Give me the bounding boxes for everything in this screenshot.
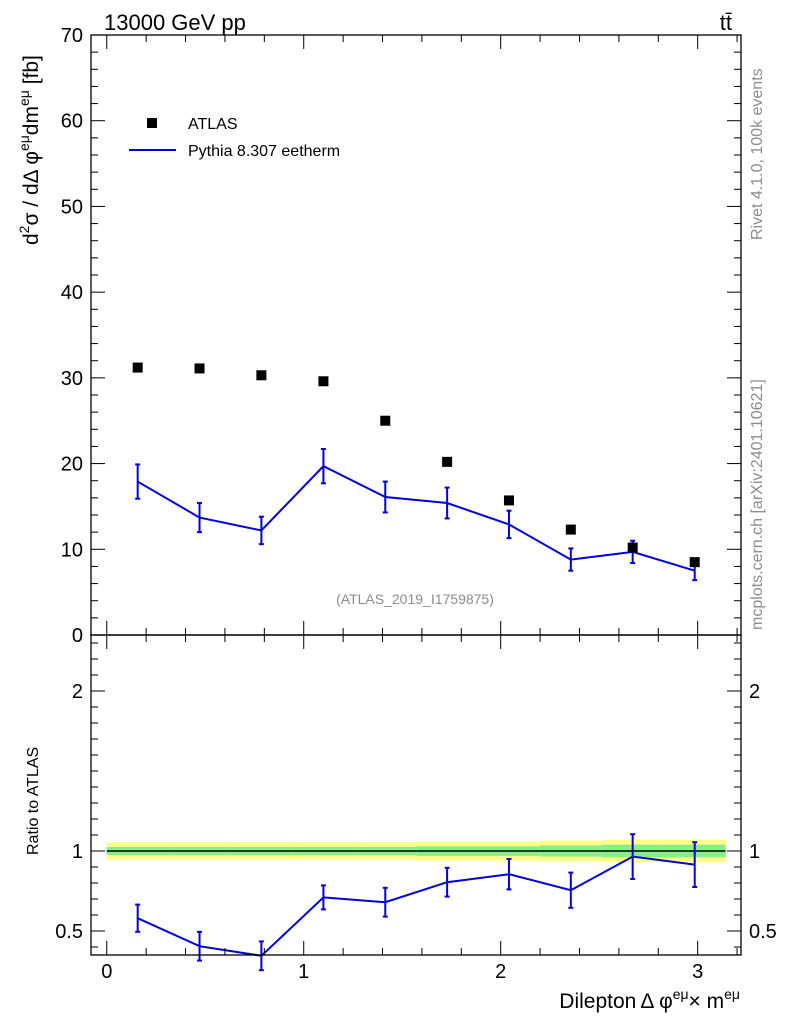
xlabel-sup-b: eμ — [724, 986, 740, 1002]
ratio-ytick-label: 2 — [72, 681, 83, 703]
ratio-x-axis: 0 1 2 3 — [101, 635, 738, 983]
ylabel-sup-eu2: eμ — [16, 90, 32, 106]
main-x-ticks — [106, 35, 738, 635]
atlas-point — [194, 363, 205, 374]
analysis-watermark: (ATLAS_2019_I1759875) — [336, 591, 494, 607]
main-ytick-label: 50 — [61, 196, 83, 218]
main-ytick-label: 10 — [61, 539, 83, 561]
main-ytick-label: 60 — [61, 111, 83, 133]
ratio-ytick-label: 1 — [72, 841, 83, 863]
ratio-ytick-label-right: 1 — [749, 841, 760, 863]
main-ytick-label: 30 — [61, 368, 83, 390]
ylabel-unit: [fb] — [20, 55, 43, 90]
ratio-ytick-label-right: 0.5 — [749, 921, 777, 943]
ratio-panel: 0.5 0.5 1 1 2 2 0 1 2 3 Ratio to ATLAS Dilepton Δ… — [25, 634, 777, 1013]
ylabel-dm: dm — [20, 106, 43, 135]
process-label: tt̄ — [720, 10, 732, 35]
ylabel-sup2: 2 — [16, 225, 32, 233]
ylabel-sup-eu1: eμ — [16, 135, 32, 151]
ratio-xtick-label: 0 — [101, 961, 112, 983]
energy-label: 13000 GeV pp — [104, 10, 246, 35]
atlas-point — [380, 415, 391, 426]
ratio-mc-line — [137, 855, 695, 957]
ratio-ytick-label: 0.5 — [55, 921, 83, 943]
legend-atlas-marker — [147, 118, 157, 128]
atlas-point — [503, 495, 514, 506]
main-y-axis: 0 10 20 30 40 50 60 70 — [61, 25, 741, 647]
ratio-ylabel: Ratio to ATLAS — [25, 747, 42, 855]
ratio-bands — [106, 839, 726, 863]
ratio-xtick-label: 2 — [495, 961, 506, 983]
xlabel-c: × m — [689, 990, 725, 1013]
ratio-xtick-label: 3 — [692, 961, 703, 983]
ratio-ytick-label-right: 2 — [749, 681, 760, 703]
legend-atlas-label: ATLAS — [188, 116, 238, 133]
atlas-point — [318, 376, 329, 387]
main-data-layer — [132, 362, 700, 582]
main-ytick-label: 40 — [61, 282, 83, 304]
rivet-label: Rivet 4.1.0, 100k events — [749, 68, 766, 240]
legend: ATLAS Pythia 8.307 eetherm — [129, 116, 340, 160]
atlas-point — [256, 370, 267, 381]
ratio-y-axis: 0.5 0.5 1 1 2 2 — [55, 642, 777, 948]
ratio-xtick-label: 1 — [298, 961, 309, 983]
x-axis-label: Dilepton Δ φeμ× meμ — [559, 986, 740, 1013]
atlas-point — [132, 362, 143, 373]
xlabel-sup-a: eμ — [673, 986, 689, 1002]
mcplots-label: mcplots.cern.ch [arXiv:2401.10621] — [749, 379, 766, 630]
mc-line — [137, 464, 696, 572]
main-ytick-label: 70 — [61, 25, 83, 47]
main-ytick-label: 0 — [72, 625, 83, 647]
ylabel-mid: σ / dΔ φ — [20, 151, 43, 225]
ylabel-d: d — [20, 233, 43, 245]
ratio-data-layer — [135, 833, 698, 972]
main-ylabel: d2σ / dΔ φeμdmeμ [fb] — [16, 55, 43, 245]
ratio-frame — [90, 634, 742, 956]
xlabel-a: Dilepton — [559, 990, 636, 1013]
main-ytick-label: 20 — [61, 454, 83, 476]
atlas-point — [442, 456, 453, 467]
atlas-point — [627, 542, 638, 553]
xlabel-b: Δ φ — [640, 990, 672, 1013]
legend-mc-label: Pythia 8.307 eetherm — [188, 143, 340, 160]
atlas-point — [565, 524, 576, 535]
main-panel: 0 10 20 30 40 50 60 70 (ATLAS_2019_I1759875) AT… — [16, 25, 742, 647]
atlas-point — [689, 557, 700, 568]
